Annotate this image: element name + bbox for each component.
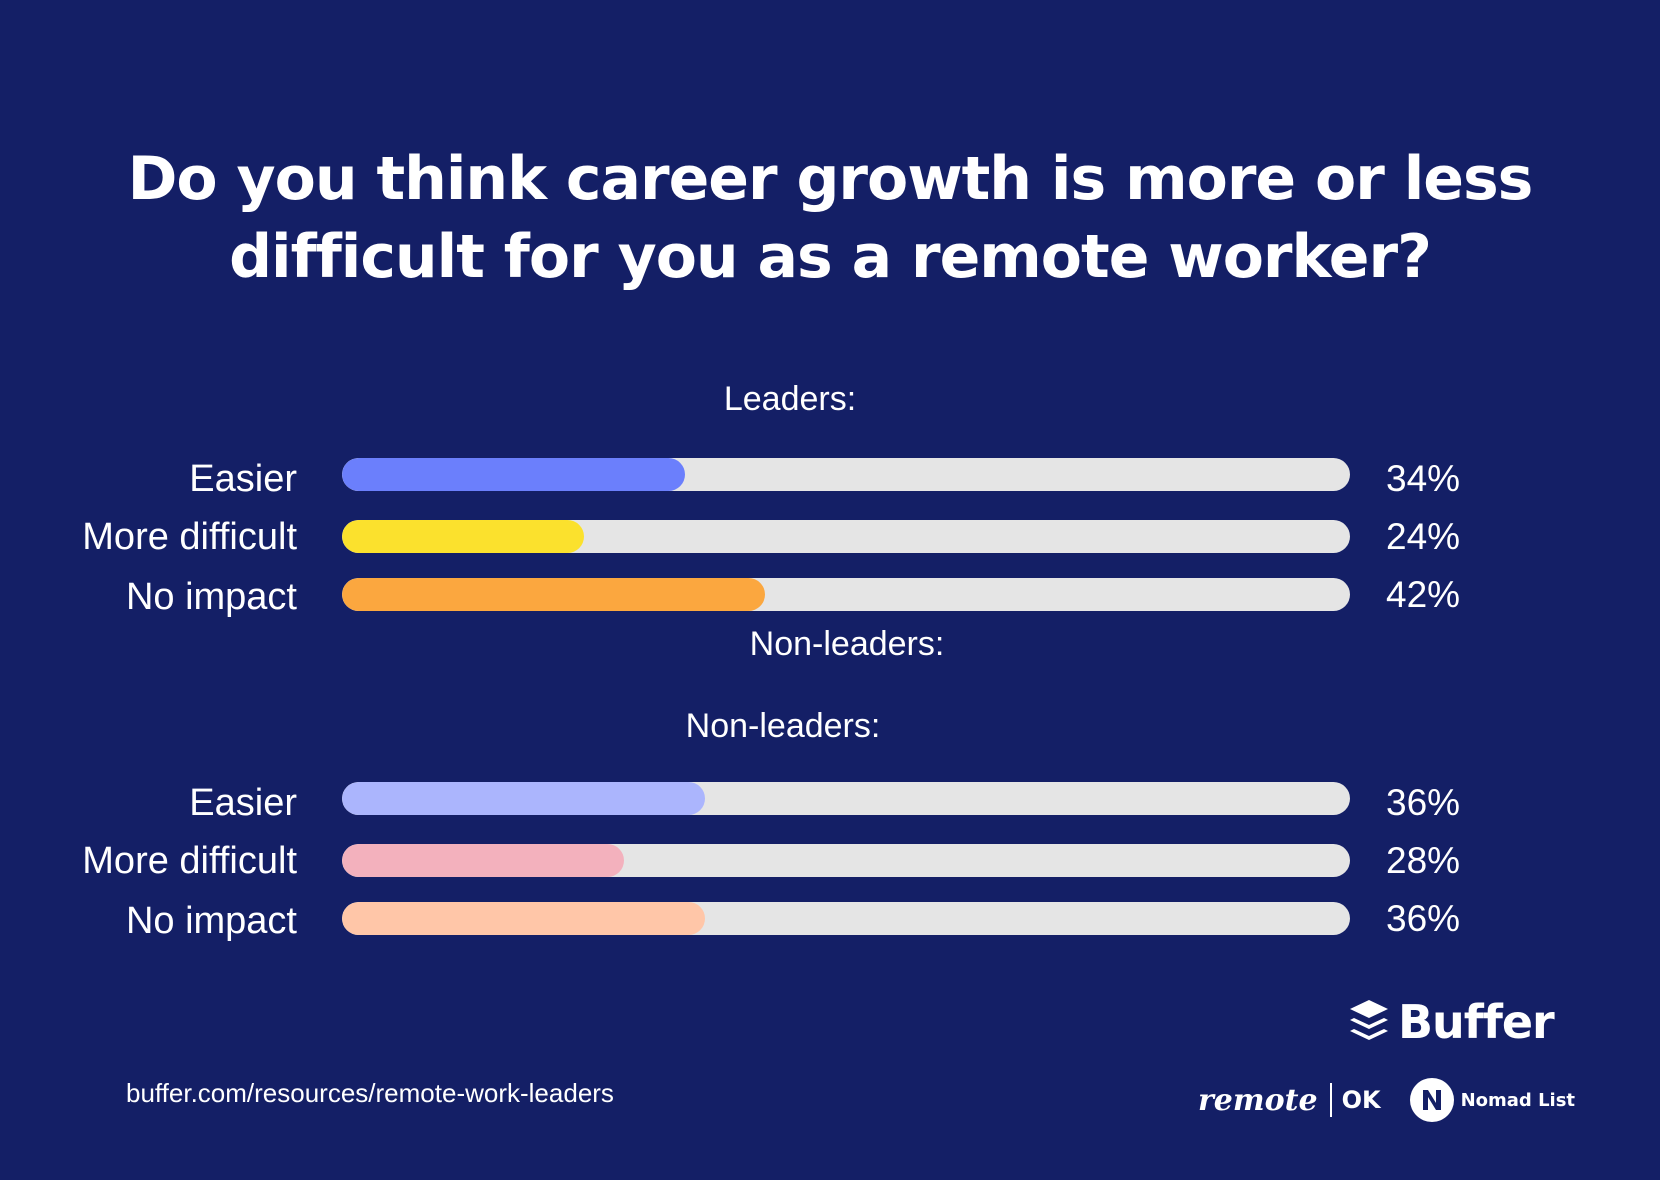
leaders-bar-track-easier	[342, 458, 1350, 491]
chart-title: Do you think career growth is more or le…	[80, 140, 1580, 296]
remote-logo-text: remote	[1198, 1082, 1318, 1118]
buffer-stack-icon	[1350, 1000, 1388, 1040]
buffer-logo: Buffer	[1348, 995, 1555, 1049]
non-leaders-bar-track-no-impact	[342, 902, 1350, 935]
leaders-value-more-difficult: 24%	[1386, 516, 1461, 557]
section-heading-stray: Non-leaders:	[749, 625, 945, 663]
section-heading-non-leaders: Non-leaders:	[685, 707, 881, 745]
non-leaders-value-no-impact: 36%	[1386, 898, 1461, 939]
leaders-value-no-impact: 42%	[1386, 574, 1461, 615]
non-leaders-bar-track-more-difficult	[342, 844, 1350, 877]
leaders-bar-track-more-difficult	[342, 520, 1350, 553]
leaders-bar-no-impact	[342, 578, 766, 611]
non-leaders-bar-track-easier	[342, 782, 1350, 815]
logo-divider	[1329, 1083, 1332, 1117]
ok-logo-text: OK	[1341, 1086, 1381, 1114]
leaders-row-label-more-difficult: More difficult	[82, 516, 297, 558]
non-leaders-value-easier: 36%	[1386, 782, 1461, 823]
non-leaders-bar-no-impact	[342, 902, 705, 935]
leaders-row-label-easier: Easier	[189, 458, 297, 500]
non-leaders-row-label-easier: Easier	[189, 782, 297, 824]
nomad-list-icon	[1409, 1078, 1454, 1122]
leaders-bar-easier	[342, 458, 685, 491]
partner-logos: remote OK Nomad List	[1198, 1075, 1575, 1125]
leaders-value-easier: 34%	[1386, 458, 1461, 499]
chart-title-line-1: Do you think career growth is more or le…	[127, 144, 1534, 214]
non-leaders-value-more-difficult: 28%	[1386, 840, 1461, 881]
non-leaders-row-label-no-impact: No impact	[125, 900, 297, 942]
chart-title-line-2: difficult for you as a remote worker?	[229, 222, 1432, 292]
leaders-bar-more-difficult	[342, 520, 584, 553]
leaders-row-label-no-impact: No impact	[125, 576, 297, 618]
nomad-list-logo-text: Nomad List	[1460, 1089, 1576, 1111]
section-heading-leaders: Leaders:	[723, 380, 857, 418]
source-url: buffer.com/resources/remote-work-leaders	[126, 1078, 614, 1108]
non-leaders-bar-more-difficult	[342, 844, 625, 877]
buffer-logo-text: Buffer	[1398, 995, 1555, 1049]
leaders-bar-track-no-impact	[342, 578, 1350, 611]
non-leaders-row-label-more-difficult: More difficult	[82, 840, 297, 882]
non-leaders-bar-easier	[342, 782, 705, 815]
